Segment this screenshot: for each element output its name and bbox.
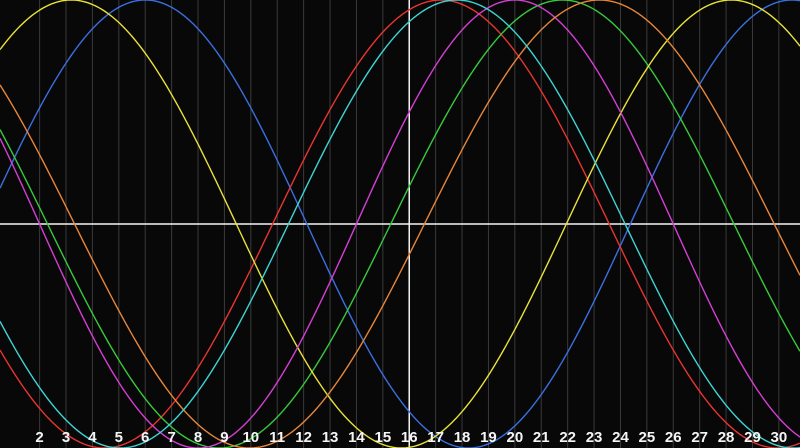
x-tick-label-30: 30 (771, 429, 788, 446)
x-tick-label-20: 20 (507, 429, 524, 446)
chart-svg (0, 0, 800, 448)
x-tick-label-11: 11 (269, 429, 285, 446)
x-tick-label-10: 10 (242, 429, 259, 446)
x-tick-label-15: 15 (374, 429, 391, 446)
x-tick-label-4: 4 (88, 429, 96, 446)
x-tick-label-22: 22 (559, 429, 576, 446)
x-tick-label-2: 2 (35, 429, 43, 446)
x-tick-label-12: 12 (295, 429, 312, 446)
sine-wave-chart: 2 3 4 5 6 7 8 9 10 11 12 13 14 15 16 17 18 19 20 21 22 23 24 25… (0, 0, 800, 448)
x-tick-label-6: 6 (141, 429, 149, 446)
x-tick-label-9: 9 (220, 429, 228, 446)
x-tick-label-28: 28 (718, 429, 735, 446)
x-tick-label-27: 27 (691, 429, 708, 446)
x-tick-label-3: 3 (62, 429, 70, 446)
x-tick-label-26: 26 (665, 429, 682, 446)
x-tick-label-14: 14 (348, 429, 365, 446)
x-tick-label-24: 24 (612, 429, 629, 446)
x-tick-label-7: 7 (167, 429, 175, 446)
x-tick-label-18: 18 (454, 429, 471, 446)
x-tick-label-16: 16 (401, 429, 418, 446)
x-tick-label-21: 21 (533, 429, 550, 446)
x-tick-label-17: 17 (427, 429, 444, 446)
x-tick-label-19: 19 (480, 429, 497, 446)
x-tick-label-23: 23 (586, 429, 603, 446)
x-tick-label-13: 13 (322, 429, 339, 446)
x-tick-label-5: 5 (115, 429, 123, 446)
x-tick-label-25: 25 (639, 429, 656, 446)
x-tick-label-29: 29 (744, 429, 761, 446)
x-tick-label-8: 8 (194, 429, 202, 446)
